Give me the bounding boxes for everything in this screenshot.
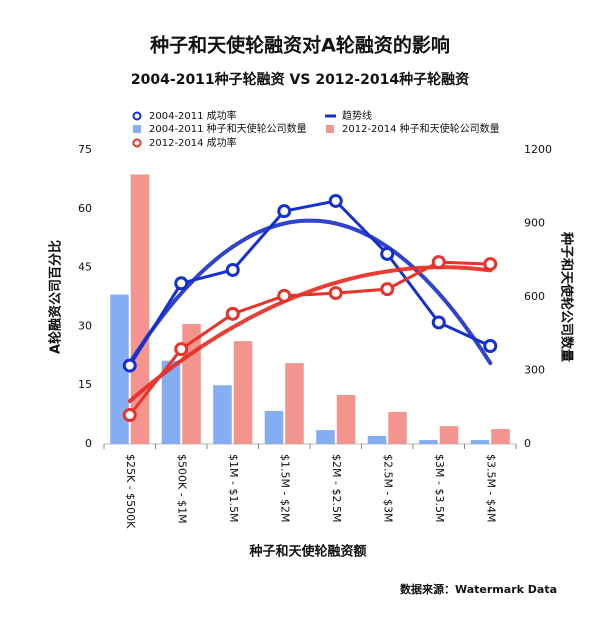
source-note: 数据来源：Watermark Data	[400, 582, 557, 596]
y-tick-label: 0	[85, 437, 92, 450]
x-tick-label: $500K - $1M	[175, 454, 188, 524]
x-tick-label: $3M - $3.5M	[433, 454, 446, 522]
x-tick-label: $3.5M - $4M	[484, 454, 497, 522]
y-tick-label: 75	[78, 143, 92, 156]
rate-point	[277, 288, 292, 303]
legend-swatch	[132, 138, 142, 148]
x-tick-label: $1M - $1.5M	[227, 454, 240, 522]
y-tick-label: 30	[78, 319, 92, 332]
bar	[264, 410, 284, 444]
legend-label: 2012-2014 成功率	[149, 136, 237, 149]
y2-tick-label: 900	[524, 217, 545, 230]
y2-axis-label: 种子和天使轮公司数量	[559, 231, 575, 362]
y-tick-label: 60	[78, 202, 92, 215]
bar	[367, 435, 387, 444]
rate-point	[174, 276, 189, 291]
y-axis-label: A轮融资公司百分比	[48, 240, 64, 354]
bar	[316, 430, 335, 444]
rate-point	[122, 407, 137, 422]
bar	[470, 440, 490, 444]
bar	[130, 174, 150, 444]
rate-point	[122, 358, 137, 373]
rate-point	[380, 246, 395, 261]
rate-point	[328, 193, 343, 208]
legend-label: 趋势线	[342, 109, 372, 122]
y-tick-label: 15	[78, 378, 92, 391]
legend-swatch	[132, 111, 142, 121]
bar	[182, 323, 201, 444]
legend-label: 2004-2011 成功率	[149, 109, 237, 122]
bar	[110, 294, 129, 444]
y2-tick-label: 600	[524, 290, 545, 303]
legend-label: 2012-2014 种子和天使轮公司数量	[342, 122, 500, 135]
rate-point	[431, 255, 446, 270]
legend-label: 2004-2011 种子和天使轮公司数量	[149, 122, 307, 135]
x-axis-label: 种子和天使轮融资额	[248, 544, 366, 560]
rate-point	[225, 306, 240, 321]
legend-swatch	[133, 125, 141, 133]
y2-tick-label: 1200	[524, 143, 552, 156]
rate-point	[483, 257, 498, 272]
rate-line	[128, 260, 491, 416]
legend-swatch	[326, 125, 334, 133]
rate-line	[128, 199, 491, 367]
bar	[233, 341, 253, 444]
bar	[491, 429, 510, 444]
chart-subtitle: 2004-2011种子轮融资 VS 2012-2014种子轮融资	[131, 71, 469, 88]
rate-point	[277, 204, 292, 219]
bar	[419, 440, 438, 444]
rate-point	[483, 339, 498, 353]
bar	[336, 395, 356, 444]
rate-point	[431, 315, 446, 330]
rate-point	[380, 282, 395, 297]
rate-point	[174, 342, 189, 357]
rate-point	[328, 286, 343, 301]
y2-tick-label: 300	[524, 364, 545, 377]
rate-point	[225, 262, 240, 277]
x-tick-label: $2M - $2.5M	[330, 454, 343, 522]
chart-title: 种子和天使轮融资对A轮融资的影响	[149, 34, 450, 57]
bar	[285, 363, 304, 444]
y-tick-label: 45	[78, 261, 92, 274]
bar	[161, 360, 181, 444]
trend-line	[127, 218, 493, 366]
x-tick-label: $2.5M - $3M	[381, 454, 394, 522]
bar	[388, 411, 407, 444]
bar	[439, 426, 459, 444]
x-tick-label: $1.5M - $2M	[278, 454, 291, 522]
y2-tick-label: 0	[524, 437, 531, 450]
x-tick-label: $25K - $500K	[124, 454, 137, 529]
bar	[213, 385, 232, 444]
